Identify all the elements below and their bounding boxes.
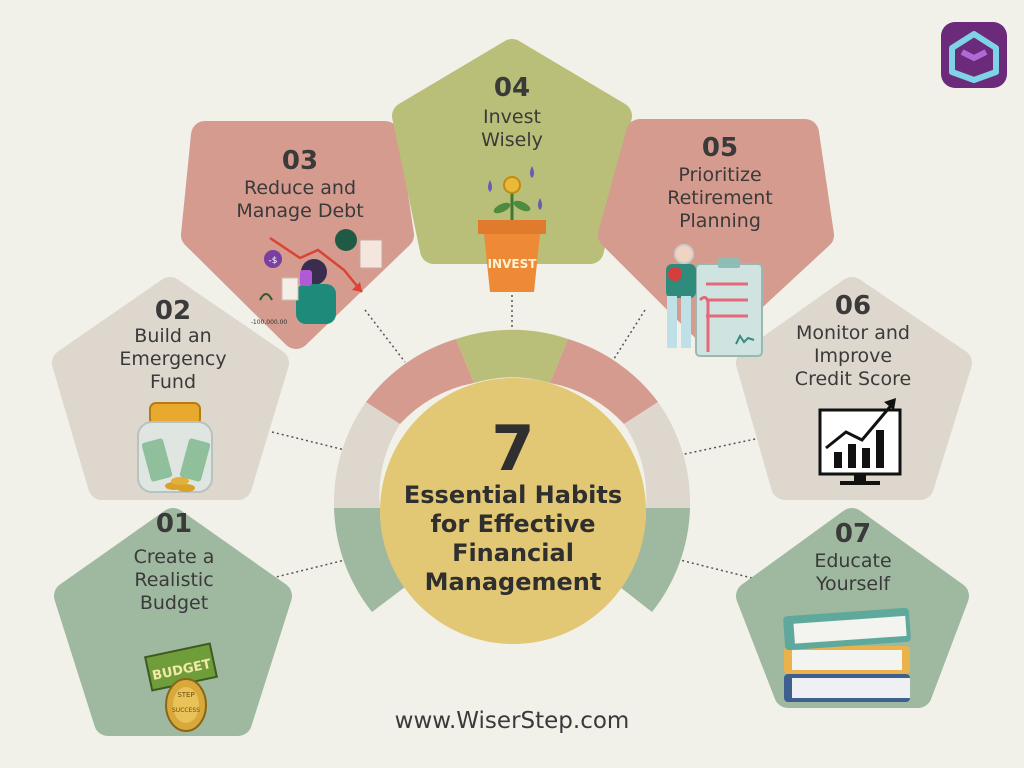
habit-05: 05 Prioritize Retirement Planning [640, 134, 800, 233]
habit-shape-06 [736, 277, 972, 500]
center-title-block: 7 Essential Habits for Effective Financi… [380, 378, 646, 644]
coin-success-text: SUCCESS [172, 707, 200, 714]
habit-number: 01 [155, 509, 193, 539]
habit-label: Educate Yourself [814, 550, 892, 595]
debt-amount-text: -100,000.00 [251, 319, 288, 326]
money-jar-icon [137, 402, 213, 493]
arc-segment-07 [620, 508, 690, 612]
arc-segment-01 [334, 508, 405, 612]
center-number: 7 [491, 412, 535, 485]
habit-shape-05 [598, 119, 834, 349]
habit-02: 02 Build an Emergency Fund [92, 297, 254, 394]
habit-number: 07 [834, 519, 872, 549]
habit-04: 04 Invest Wisely [437, 74, 587, 152]
debt-bubble-text: -$ [269, 256, 278, 266]
connector-lines [271, 295, 761, 579]
retirement-checklist-icon [666, 244, 763, 357]
habit-number: 05 [701, 133, 739, 163]
arc-segment-04 [456, 329, 568, 383]
habit-06: 06 Monitor and Improve Credit Score [774, 292, 932, 391]
habit-number: 04 [493, 73, 531, 103]
habit-03: 03 Reduce and Manage Debt [225, 147, 375, 223]
habit-label: Create a Realistic Budget [133, 546, 215, 614]
invest-pot-text: INVEST [488, 257, 538, 271]
wiserstep-logo-icon [941, 22, 1007, 88]
habit-number: 06 [834, 291, 872, 321]
habit-shape-03 [181, 121, 414, 349]
habit-07: 07 Educate Yourself [774, 520, 932, 596]
invest-plant-icon: INVEST [478, 166, 546, 292]
habit-01: 01 Create a Realistic Budget [95, 510, 253, 615]
arc-segment-03 [366, 339, 474, 424]
website-link[interactable]: www.WiserStep.com [394, 708, 630, 734]
habit-number: 02 [154, 296, 192, 326]
credit-chart-icon [818, 398, 902, 485]
center-title: Essential Habits for Effective Financial… [403, 481, 623, 596]
books-stack-icon [783, 607, 911, 702]
debt-stress-icon: -$ -100,000.00 [251, 229, 383, 326]
habit-label: Monitor and Improve Credit Score [794, 322, 912, 390]
arc-segment-05 [550, 339, 658, 424]
habit-label: Build an Emergency Fund [119, 325, 227, 393]
coin-step-text: STEP [177, 691, 194, 699]
habit-number: 03 [281, 146, 319, 176]
habit-label: Prioritize Retirement Planning [667, 164, 773, 232]
arc-segment-06 [624, 402, 691, 508]
budget-coins-icon: BUDGET STEP SUCCESS [144, 642, 218, 732]
arc-segment-02 [333, 402, 400, 508]
habit-label: Reduce and Manage Debt [236, 177, 364, 222]
habit-label: Invest Wisely [481, 106, 543, 151]
center-circle [380, 378, 646, 644]
arc-ring [333, 329, 691, 612]
